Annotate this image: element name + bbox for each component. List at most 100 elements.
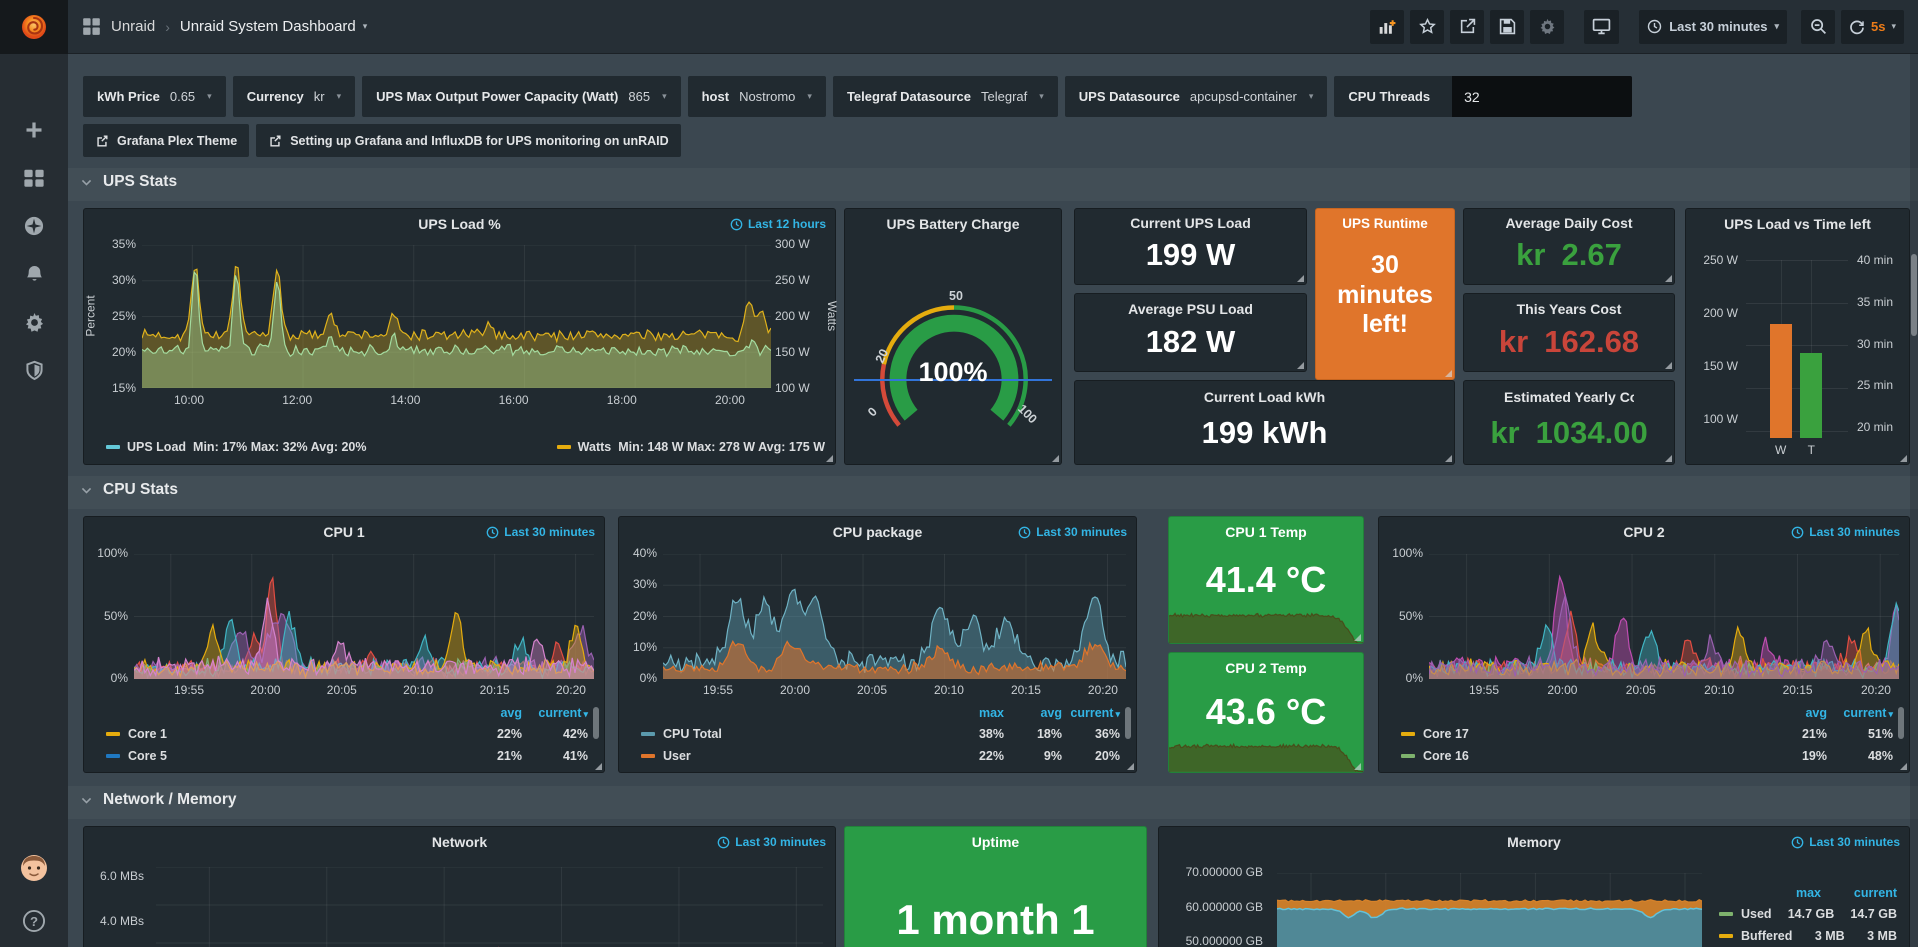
save-button[interactable]: [1490, 9, 1525, 44]
series-name[interactable]: Core 17: [1423, 727, 1469, 741]
legend-row: Core 17 21% 51%: [1379, 723, 1893, 745]
grafana-logo[interactable]: [0, 0, 68, 54]
stat-value: kr 1034.00: [1490, 415, 1648, 450]
legend-col-max[interactable]: max: [978, 706, 1004, 720]
refresh-picker[interactable]: 5s ▾: [1841, 9, 1904, 44]
panel-time-range[interactable]: Last 30 minutes: [1791, 525, 1900, 539]
create-plus-icon[interactable]: [0, 106, 68, 154]
panel-time-range[interactable]: Last 30 minutes: [1018, 525, 1127, 539]
legend-col-current[interactable]: current: [1853, 886, 1897, 900]
link-grafana-plex-theme[interactable]: Grafana Plex Theme: [83, 124, 250, 157]
series-name[interactable]: Core 5: [128, 749, 167, 763]
legend-row: Core 1 22% 42%: [84, 723, 588, 745]
variable-ups-max-output[interactable]: UPS Max Output Power Capacity (Watt) 865…: [362, 76, 681, 117]
panel-cpu-package: CPU package Last 30 minutes 40% 30% 20% 10%…: [618, 516, 1137, 773]
chevron-down-icon: [81, 179, 92, 186]
cpu1-chart[interactable]: [134, 554, 594, 679]
panel-cpu1: CPU 1 Last 30 minutes 100% 50% 0% 19:55 20:…: [83, 516, 605, 773]
ups-load-chart[interactable]: [142, 245, 771, 388]
panel-ups-load: UPS Load % Last 12 hours Percent 35% 30% 2…: [83, 208, 839, 465]
series-name[interactable]: Used: [1741, 907, 1772, 921]
panel-cpu1-temp: CPU 1 Temp 41.4 °C: [1168, 516, 1364, 644]
legend-col-avg[interactable]: avg: [500, 706, 522, 720]
y-axis-left: 100% 50% 0%: [97, 546, 128, 685]
series-stats: Min: 148 W Max: 278 W Avg: 175 W: [618, 440, 825, 454]
cpu-threads-input[interactable]: 32: [1452, 76, 1633, 117]
alerting-bell-icon[interactable]: [0, 250, 68, 298]
stat-value: 199 W: [1145, 237, 1236, 272]
legend-scrollbar[interactable]: [593, 707, 599, 739]
configuration-gear-icon[interactable]: [0, 298, 68, 346]
zoom-out-button[interactable]: [1801, 9, 1835, 44]
legend-row: Used 14.7 GB 14.7 GB: [1719, 903, 1897, 925]
clock-icon: [1791, 836, 1804, 848]
section-cpu-stats[interactable]: CPU Stats: [80, 481, 178, 499]
breadcrumb-app[interactable]: Unraid: [111, 18, 156, 35]
temp-sparkline: [1169, 598, 1363, 643]
cpu-package-chart[interactable]: [663, 554, 1126, 679]
top-nav-actions: Last 30 minutes ▾ 5s ▾: [1364, 9, 1904, 44]
section-network-memory[interactable]: Network / Memory: [80, 791, 237, 809]
clock-icon: [1018, 526, 1031, 538]
template-variables: kWh Price 0.65 ▾ Currency kr ▾ UPS Max O…: [83, 76, 1633, 117]
legend-col-current[interactable]: current ▾: [1070, 706, 1120, 720]
share-button[interactable]: [1450, 9, 1485, 44]
variable-telegraf-datasource[interactable]: Telegraf Datasource Telegraf ▾: [832, 76, 1058, 117]
y-axis-left: 40% 30% 20% 10% 0%: [632, 546, 657, 685]
star-button[interactable]: [1410, 9, 1445, 44]
explore-compass-icon[interactable]: [0, 202, 68, 250]
user-avatar[interactable]: [19, 853, 49, 883]
x-axis: 10:00 12:00 14:00 16:00 18:00 20:00: [174, 393, 745, 407]
apps-grid-icon[interactable]: [82, 17, 101, 36]
legend-col-current[interactable]: current ▾: [1843, 706, 1893, 720]
series-name[interactable]: UPS Load: [127, 440, 187, 454]
chevron-down-icon: ▾: [1039, 91, 1044, 101]
series-name[interactable]: User: [663, 749, 691, 763]
series-name[interactable]: Core 16: [1423, 749, 1469, 763]
panel-time-range[interactable]: Last 12 hours: [730, 217, 826, 231]
legend-row: User 22% 9% 20%: [619, 745, 1120, 767]
memory-chart[interactable]: [1277, 873, 1702, 947]
admin-shield-icon[interactable]: [0, 346, 68, 394]
legend: max avg current ▾ CPU Total 38% 18% 36% U…: [619, 703, 1131, 767]
variable-kwh-price[interactable]: kWh Price 0.65 ▾: [83, 76, 226, 117]
link-ups-monitoring-guide[interactable]: Setting up Grafana and InfluxDB for UPS …: [256, 124, 681, 157]
legend-col-avg[interactable]: avg: [1805, 706, 1827, 720]
page-scrollbar[interactable]: [1910, 54, 1918, 947]
dashboard-settings-button[interactable]: [1530, 9, 1565, 44]
legend-scrollbar[interactable]: [1125, 707, 1131, 739]
panel-time-range[interactable]: Last 30 minutes: [717, 835, 826, 849]
panel-time-range[interactable]: Last 30 minutes: [486, 525, 595, 539]
legend-col-max[interactable]: max: [1795, 886, 1821, 900]
clock-icon: [717, 836, 730, 848]
series-name[interactable]: CPU Total: [663, 727, 722, 741]
cpu2-chart[interactable]: [1429, 554, 1899, 679]
dashboards-icon[interactable]: [0, 154, 68, 202]
section-band: [68, 786, 1918, 819]
variable-host[interactable]: host Nostromo ▾: [687, 76, 826, 117]
series-name[interactable]: Buffered: [1741, 929, 1793, 943]
dashboard-links: Grafana Plex Theme Setting up Grafana an…: [83, 124, 681, 157]
legend-col-avg[interactable]: avg: [1040, 706, 1062, 720]
series-name[interactable]: Watts: [577, 440, 612, 454]
series-name[interactable]: Core 1: [128, 727, 167, 741]
variable-ups-datasource[interactable]: UPS Datasource apcupsd-container ▾: [1064, 76, 1328, 117]
legend-col-current[interactable]: current ▾: [538, 706, 588, 720]
help-icon[interactable]: ?: [22, 909, 46, 933]
panel-time-range[interactable]: Last 30 minutes: [1791, 835, 1900, 849]
time-range-picker[interactable]: Last 30 minutes ▾: [1639, 9, 1787, 44]
dashboard-title-dropdown[interactable]: Unraid System Dashboard ▾: [179, 18, 368, 35]
gauge-threshold-line: [854, 379, 1052, 381]
add-panel-button[interactable]: [1370, 9, 1405, 44]
stat-value: 1 month 1: [896, 896, 1095, 943]
section-band: [68, 168, 1918, 201]
network-chart[interactable]: [156, 867, 823, 947]
bar-chart[interactable]: [1746, 260, 1848, 438]
legend-row: Core 5 21% 41%: [84, 745, 588, 767]
tv-mode-button[interactable]: [1584, 9, 1620, 44]
section-ups-stats[interactable]: UPS Stats: [80, 173, 177, 191]
legend-scrollbar[interactable]: [1898, 707, 1904, 739]
scrollbar-thumb[interactable]: [1911, 254, 1917, 336]
variable-currency[interactable]: Currency kr ▾: [232, 76, 356, 117]
